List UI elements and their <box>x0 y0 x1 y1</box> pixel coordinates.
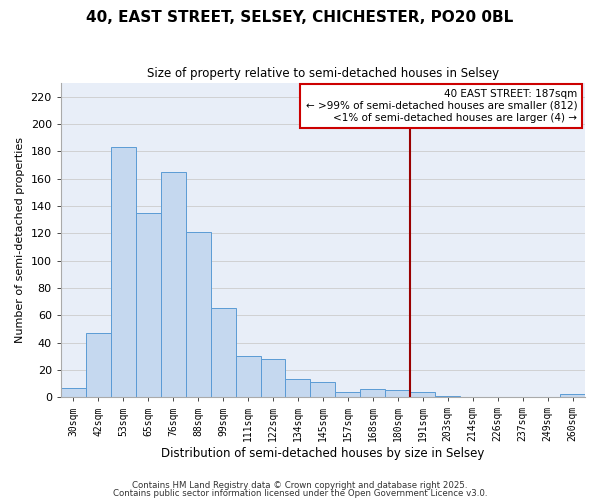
X-axis label: Distribution of semi-detached houses by size in Selsey: Distribution of semi-detached houses by … <box>161 447 485 460</box>
Text: Contains public sector information licensed under the Open Government Licence v3: Contains public sector information licen… <box>113 488 487 498</box>
Bar <box>435 396 460 397</box>
Bar <box>86 333 111 397</box>
Bar <box>310 382 335 397</box>
Bar <box>361 389 385 397</box>
Y-axis label: Number of semi-detached properties: Number of semi-detached properties <box>15 137 25 343</box>
Bar <box>410 392 435 397</box>
Bar <box>61 388 86 397</box>
Bar <box>136 213 161 397</box>
Text: Contains HM Land Registry data © Crown copyright and database right 2025.: Contains HM Land Registry data © Crown c… <box>132 481 468 490</box>
Bar <box>385 390 410 397</box>
Bar <box>236 356 260 397</box>
Bar <box>211 308 236 397</box>
Bar <box>286 380 310 397</box>
Bar <box>161 172 185 397</box>
Bar <box>185 232 211 397</box>
Text: 40 EAST STREET: 187sqm
← >99% of semi-detached houses are smaller (812)
<1% of s: 40 EAST STREET: 187sqm ← >99% of semi-de… <box>305 90 577 122</box>
Bar <box>260 359 286 397</box>
Bar <box>111 147 136 397</box>
Title: Size of property relative to semi-detached houses in Selsey: Size of property relative to semi-detach… <box>147 68 499 80</box>
Bar <box>335 392 361 397</box>
Bar <box>560 394 585 397</box>
Text: 40, EAST STREET, SELSEY, CHICHESTER, PO20 0BL: 40, EAST STREET, SELSEY, CHICHESTER, PO2… <box>86 10 514 25</box>
